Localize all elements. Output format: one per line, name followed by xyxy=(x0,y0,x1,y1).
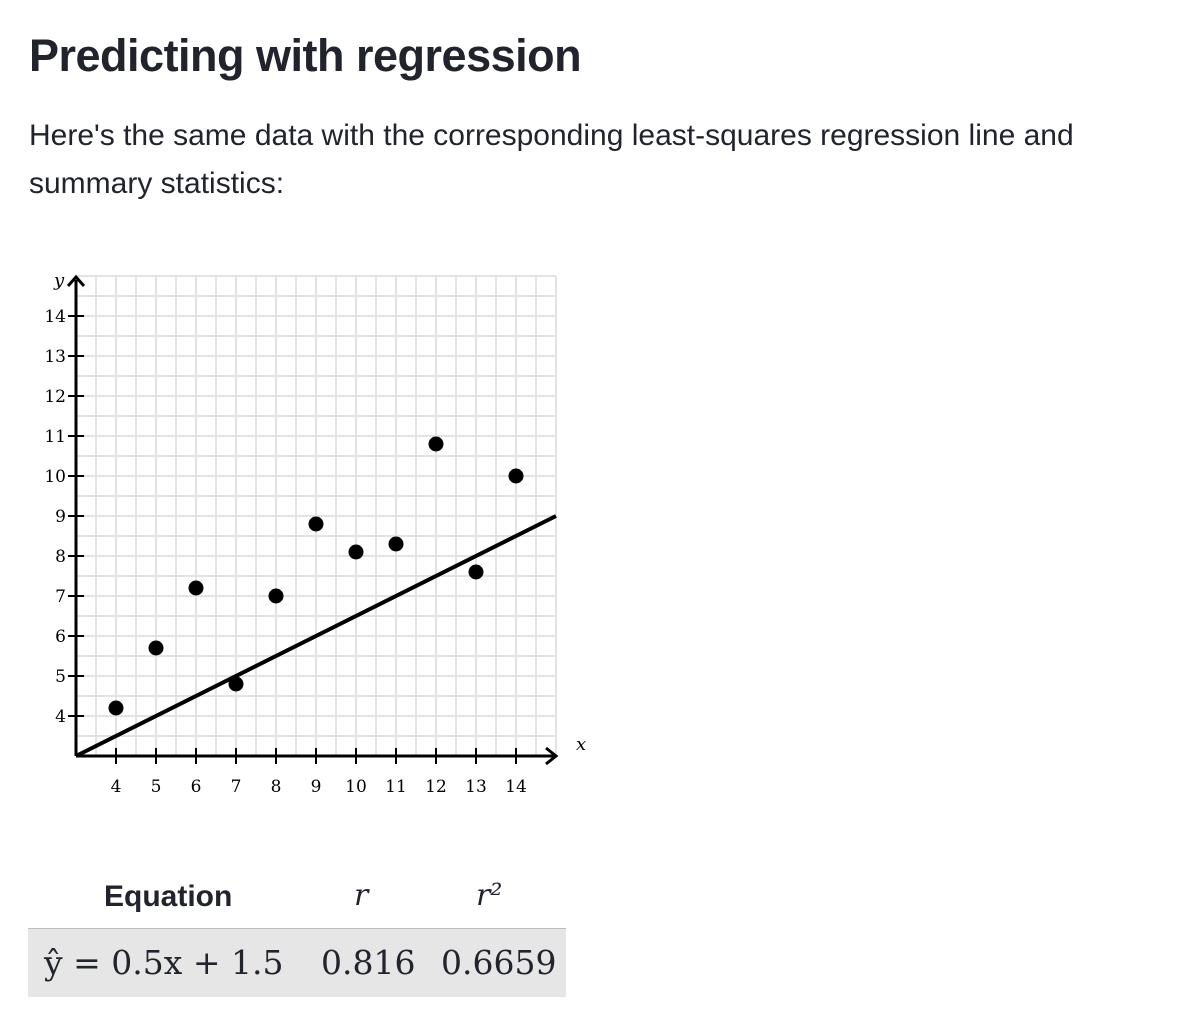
x-tick-label: 12 xyxy=(425,777,447,797)
data-point xyxy=(428,436,444,452)
x-tick-label: 6 xyxy=(191,777,202,797)
x-tick-label: 9 xyxy=(311,777,322,797)
summary-statistics-table: Equation r r² ŷ = 0.5x + 1.5 0.816 0.665… xyxy=(28,872,566,997)
x-tick-label: 5 xyxy=(151,777,162,797)
equation-header: Equation xyxy=(104,880,233,913)
statistics-row: ŷ = 0.5x + 1.5 0.816 0.6659 xyxy=(28,928,566,997)
regression-scatter-plot: x y 4 5 6 7 8 9 10 11 12 13 14 4 5 6 7 8 9 10 11 12 13 14 xyxy=(44,270,586,797)
data-point xyxy=(388,536,404,552)
r-value: 0.816 xyxy=(321,943,416,982)
equation-value: ŷ = 0.5x + 1.5 xyxy=(44,943,284,982)
x-tick-label: 10 xyxy=(345,777,367,797)
x-tick-label: 11 xyxy=(385,777,407,797)
x-tick-label: 14 xyxy=(505,777,527,797)
y-tick-label: 7 xyxy=(55,587,66,607)
y-tick-label: 11 xyxy=(44,427,66,447)
x-tick-label: 7 xyxy=(231,777,242,797)
y-tick-label: 10 xyxy=(44,467,66,487)
y-tick-label: 14 xyxy=(44,307,66,327)
regression-line xyxy=(75,514,557,758)
x-tick-label: 8 xyxy=(271,777,282,797)
grid xyxy=(75,275,557,757)
y-tick-label: 9 xyxy=(55,507,66,527)
r2-header: r² xyxy=(476,878,503,913)
r-header: r xyxy=(354,878,369,913)
regression-line-group xyxy=(75,514,557,758)
r2-value: 0.6659 xyxy=(441,943,557,982)
intro-text: Here's the same data with the correspond… xyxy=(29,119,1074,200)
data-point xyxy=(148,640,164,656)
x-axis-label: x xyxy=(576,734,586,755)
data-point xyxy=(508,468,524,484)
data-point xyxy=(308,516,324,532)
data-point xyxy=(108,700,124,716)
data-point xyxy=(348,544,364,560)
data-point xyxy=(468,564,484,580)
y-tick-label: 12 xyxy=(44,387,66,407)
x-axis-arrow xyxy=(545,746,559,766)
x-tick-label: 13 xyxy=(465,777,487,797)
x-tick-label: 4 xyxy=(111,777,122,797)
y-axis-label: y xyxy=(53,270,65,291)
ticks: 4 5 6 7 8 9 10 11 12 13 14 4 5 6 7 8 9 10 11 12 13 14 xyxy=(44,307,526,797)
y-tick-label: 4 xyxy=(55,707,66,727)
y-axis-arrow xyxy=(66,274,86,287)
y-tick-label: 5 xyxy=(55,667,66,687)
y-tick-label: 13 xyxy=(44,347,66,367)
y-tick-label: 6 xyxy=(55,627,66,647)
data-point xyxy=(268,588,284,604)
page-title: Predicting with regression xyxy=(29,30,582,81)
data-point xyxy=(188,580,204,596)
y-tick-label: 8 xyxy=(55,547,66,567)
data-point xyxy=(228,676,244,692)
data-points xyxy=(108,436,524,716)
